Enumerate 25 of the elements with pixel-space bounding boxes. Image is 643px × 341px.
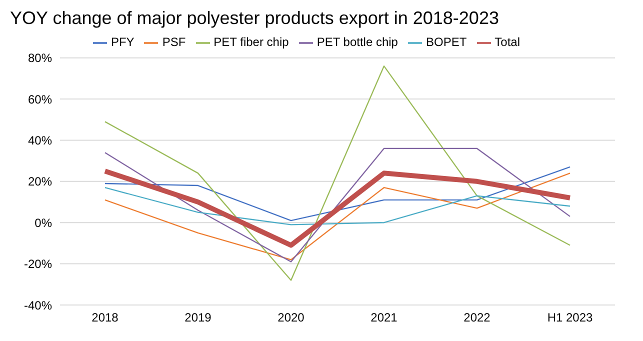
x-tick-label: 2019 [184,310,212,325]
x-tick-label: 2022 [464,310,491,325]
x-tick-label: 2020 [278,310,305,325]
line-series [104,166,571,222]
y-tick-label: 60% [28,92,52,106]
chart-title: YOY change of major polyester products export in 2018-2023 [10,8,500,29]
line-series [104,148,571,262]
y-tick-label: 40% [28,133,52,148]
y-tick-label: 80% [28,51,52,66]
y-tick-label: 0% [34,216,52,230]
y-tick-label: -20% [24,257,52,272]
legend-label: PFY [110,35,134,49]
legend-label: PET fiber chip [214,35,289,49]
y-tick-label: 20% [28,174,52,189]
x-tick-label: 2021 [370,310,398,325]
line-series [104,172,571,260]
legend-label: BOPET [426,35,467,49]
y-tick-label: -40% [24,298,52,312]
line-series [104,65,571,281]
x-tick-label: 2018 [92,310,119,325]
legend-label: Total [494,35,520,49]
x-tick-label: H1 2023 [547,310,594,325]
legend-label: PSF [162,35,186,49]
legend-label: PET bottle chip [316,35,398,49]
line-series [104,186,571,226]
